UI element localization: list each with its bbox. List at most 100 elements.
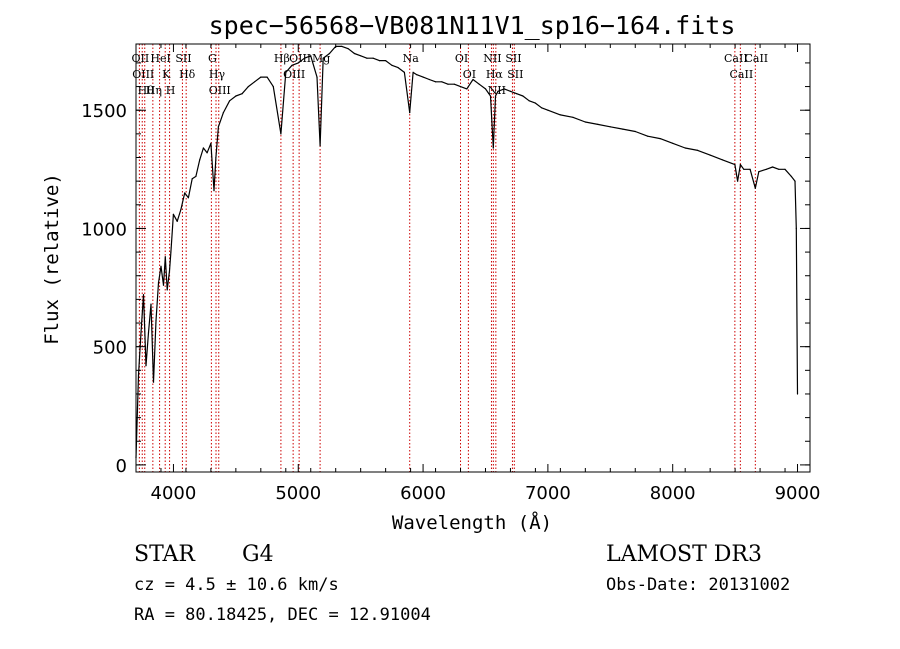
line-marker-label: OIII (209, 84, 231, 97)
x-tick-label: 5000 (275, 483, 321, 504)
data-point (497, 90, 499, 92)
data-point (291, 64, 293, 66)
data-point (152, 381, 155, 383)
spectrum-series (135, 45, 799, 459)
data-point (187, 197, 189, 199)
data-point (422, 76, 424, 78)
data-point (280, 133, 282, 135)
line-marker-label: Hα (486, 68, 504, 81)
line-marker-label: Hγ (209, 68, 226, 81)
data-point (266, 76, 268, 78)
line-marker-label: CaII (730, 68, 754, 81)
data-point (489, 95, 492, 97)
data-point (447, 83, 449, 85)
data-point (272, 86, 274, 88)
data-point (492, 147, 494, 149)
data-point (328, 52, 331, 55)
data-point (572, 116, 574, 118)
data-point (206, 152, 208, 154)
data-point (478, 83, 480, 85)
data-point (213, 190, 215, 192)
data-point (795, 227, 797, 229)
data-point (709, 154, 711, 156)
data-point (541, 107, 543, 109)
data-point (168, 270, 171, 272)
data-point (235, 95, 237, 97)
data-point (503, 88, 505, 90)
data-point (754, 187, 756, 189)
x-tick-label: 4000 (151, 483, 197, 504)
data-point (472, 78, 474, 81)
data-point (195, 175, 197, 177)
data-point (428, 78, 430, 81)
data-point (222, 112, 224, 114)
data-point (319, 145, 321, 147)
line-marker-label: SII (175, 52, 191, 65)
redshift-cz: cz = 4.5 ± 10.6 km/s (134, 575, 339, 595)
data-point (191, 178, 193, 180)
object-class: STAR (134, 542, 196, 567)
x-tick-label: 9000 (775, 483, 821, 504)
line-marker-label: NII (488, 84, 506, 97)
data-point (534, 102, 537, 104)
y-tick-label: 1500 (81, 101, 127, 122)
data-point (353, 52, 355, 55)
data-point (210, 142, 212, 144)
data-point (378, 60, 380, 62)
object-subclass: G4 (242, 542, 274, 567)
coordinates: RA = 80.18425, DEC = 12.91004 (134, 605, 431, 625)
y-tick-label: 1000 (81, 219, 127, 240)
data-point (310, 55, 312, 57)
y-tick-label: 0 (116, 456, 127, 477)
y-axis-label: Flux (relative) (41, 173, 63, 345)
data-point (241, 93, 243, 95)
data-point (559, 114, 562, 116)
line-marker-label: G (208, 52, 217, 65)
line-marker-label: H (166, 84, 176, 97)
line-marker-label: OIII (132, 68, 154, 81)
data-point (391, 64, 393, 66)
line-marker-label: NII (483, 52, 501, 65)
data-point (217, 126, 219, 128)
line-marker-label: HeI (150, 52, 170, 65)
line-marker-label: SII (505, 52, 521, 65)
data-point (140, 331, 142, 334)
data-point (416, 74, 418, 76)
data-point (322, 57, 324, 59)
line-marker-label: Na (403, 52, 420, 65)
x-tick-label: 7000 (525, 483, 571, 504)
data-point (164, 256, 166, 258)
data-point (459, 86, 462, 88)
data-point (341, 45, 343, 48)
line-marker-label: Hθ (138, 84, 155, 97)
data-point (697, 149, 699, 151)
data-point (765, 168, 767, 170)
data-point (160, 265, 162, 267)
data-point (229, 100, 231, 102)
survey-name: LAMOST DR3 (606, 542, 762, 567)
data-point (155, 320, 157, 322)
data-point (796, 393, 799, 395)
data-point (494, 95, 497, 97)
data-point (162, 284, 165, 286)
data-point (372, 57, 374, 59)
data-point (516, 93, 518, 95)
line-marker-label: Mg (312, 52, 330, 65)
data-point (297, 62, 299, 64)
line-marker-label: OIII (289, 52, 311, 65)
x-tick-label: 8000 (650, 483, 696, 504)
data-point (547, 109, 549, 111)
data-point (184, 192, 186, 194)
data-point (758, 171, 760, 173)
data-point (484, 88, 487, 90)
obs-date: Obs-Date: 20131002 (606, 575, 790, 595)
data-point (597, 123, 599, 125)
data-point (743, 168, 745, 170)
line-marker-label: K (162, 68, 171, 81)
line-marker-label: OI (463, 68, 476, 81)
data-point (172, 213, 174, 215)
line-marker-label: CaII (724, 52, 748, 65)
data-point (199, 159, 201, 161)
